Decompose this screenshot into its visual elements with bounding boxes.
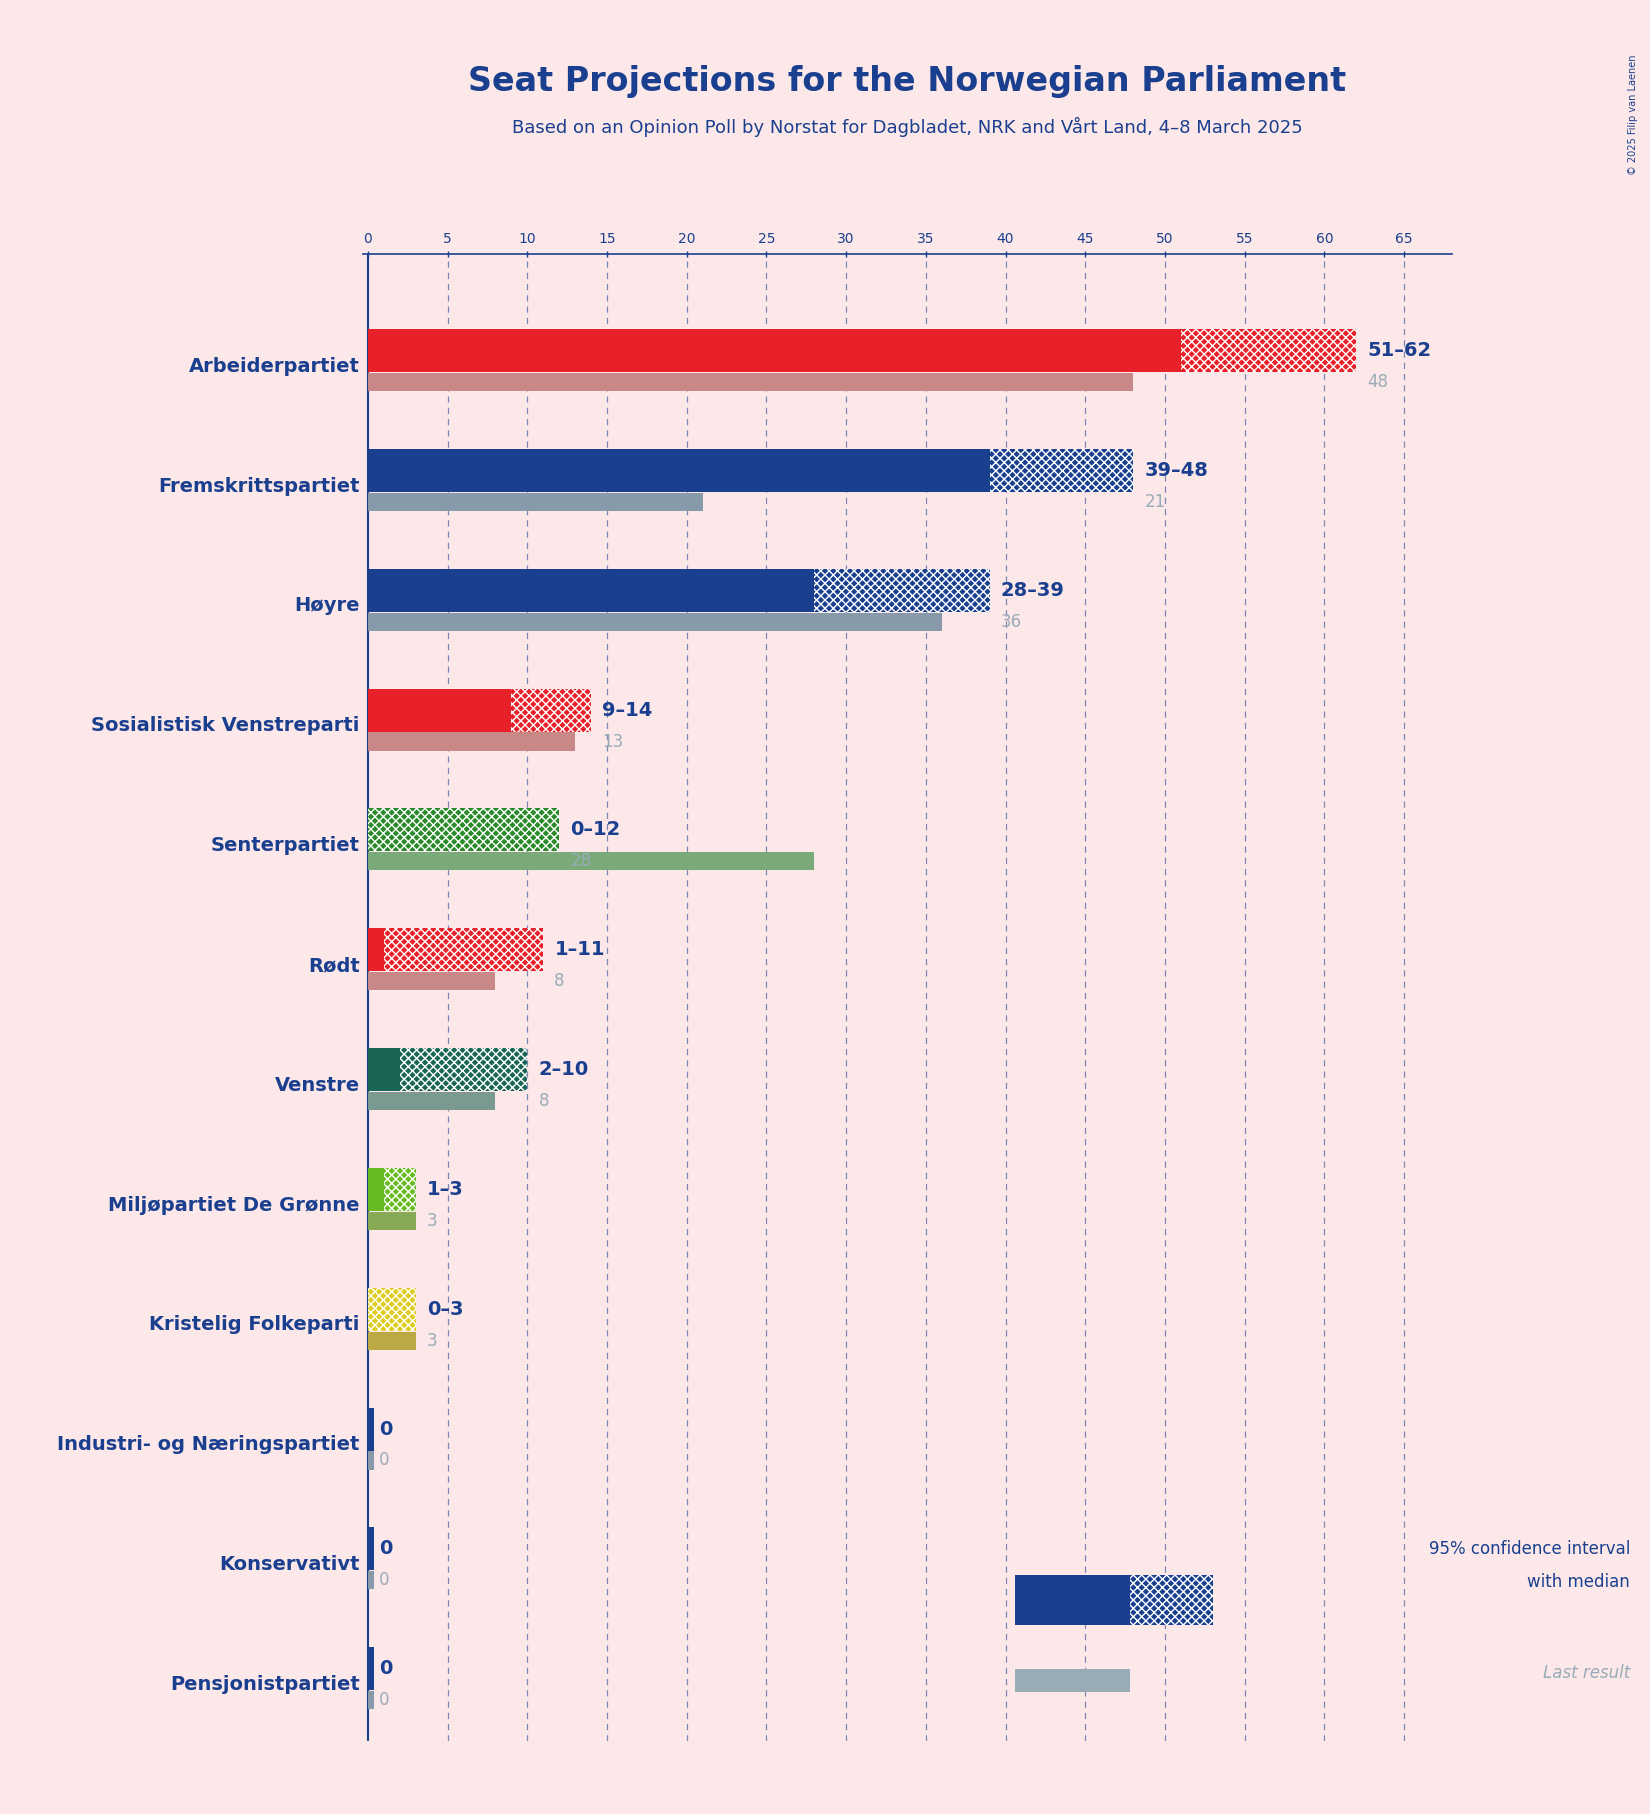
Bar [368, 929, 384, 970]
Bar [368, 1527, 375, 1571]
Text: 0: 0 [380, 1660, 393, 1678]
Bar [368, 374, 1134, 392]
Bar [384, 1168, 416, 1212]
Bar [512, 689, 591, 731]
Bar [368, 450, 990, 492]
Text: 0–3: 0–3 [427, 1301, 464, 1319]
Bar [1181, 328, 1356, 372]
Text: Seat Projections for the Norwegian Parliament: Seat Projections for the Norwegian Parli… [469, 65, 1346, 98]
Bar [368, 1168, 384, 1212]
Text: 0: 0 [380, 1691, 389, 1709]
Bar [368, 809, 559, 851]
Bar [368, 733, 576, 751]
Text: 95% confidence interval: 95% confidence interval [1429, 1540, 1630, 1558]
Bar [368, 570, 813, 611]
Text: 39–48: 39–48 [1143, 461, 1208, 481]
Text: Sosialistisk Venstreparti: Sosialistisk Venstreparti [91, 717, 360, 735]
Text: with median: with median [1528, 1573, 1630, 1591]
Text: 3: 3 [427, 1212, 437, 1230]
Text: 1–3: 1–3 [427, 1179, 464, 1199]
Bar [368, 972, 495, 990]
Bar [368, 1048, 399, 1090]
Text: 13: 13 [602, 733, 624, 751]
Bar [368, 1092, 495, 1110]
Text: Arbeiderpartiet: Arbeiderpartiet [190, 357, 360, 375]
Text: 3: 3 [427, 1331, 437, 1350]
Bar [990, 450, 1134, 492]
Text: 0: 0 [380, 1451, 389, 1469]
Bar [368, 1408, 375, 1451]
Text: 1–11: 1–11 [554, 940, 606, 960]
Text: 36: 36 [1002, 613, 1021, 631]
Text: Rødt: Rødt [309, 956, 360, 974]
Text: Based on an Opinion Poll by Norstat for Dagbladet, NRK and Vårt Land, 4–8 March : Based on an Opinion Poll by Norstat for … [512, 116, 1304, 138]
Text: 0–12: 0–12 [571, 820, 620, 840]
Bar [368, 1451, 375, 1469]
Text: Fremskrittspartiet: Fremskrittspartiet [158, 477, 360, 495]
Text: 28: 28 [571, 853, 591, 871]
Bar [368, 328, 1181, 372]
Bar [368, 689, 512, 731]
Text: 48: 48 [1368, 374, 1389, 392]
Text: 51–62: 51–62 [1368, 341, 1432, 361]
Bar [368, 1571, 375, 1589]
Bar [368, 1691, 375, 1709]
Text: Høyre: Høyre [294, 597, 360, 615]
Text: © 2025 Filip van Laenen: © 2025 Filip van Laenen [1629, 54, 1638, 174]
Text: 8: 8 [538, 1092, 549, 1110]
Bar [368, 1647, 375, 1691]
Bar [368, 853, 813, 871]
Text: Industri- og Næringspartiet: Industri- og Næringspartiet [58, 1435, 360, 1455]
Bar [813, 570, 990, 611]
Text: Konservativt: Konservativt [219, 1555, 360, 1575]
Text: 28–39: 28–39 [1002, 580, 1064, 600]
Bar [368, 493, 703, 512]
Bar [368, 1331, 416, 1350]
Bar [384, 929, 543, 970]
Text: 0: 0 [380, 1540, 393, 1558]
Text: 9–14: 9–14 [602, 700, 652, 720]
Text: 8: 8 [554, 972, 564, 990]
Text: 0: 0 [380, 1571, 389, 1589]
Bar [368, 1288, 416, 1331]
Bar [368, 613, 942, 631]
Text: Kristelig Folkeparti: Kristelig Folkeparti [150, 1315, 360, 1335]
Text: Miljøpartiet De Grønne: Miljøpartiet De Grønne [109, 1195, 360, 1215]
Bar [368, 1212, 416, 1230]
Text: Last result: Last result [1543, 1663, 1630, 1682]
Text: Senterpartiet: Senterpartiet [211, 836, 360, 854]
Text: Pensjonistpartiet: Pensjonistpartiet [170, 1674, 360, 1694]
Text: Venstre: Venstre [274, 1076, 360, 1096]
Text: 0: 0 [380, 1420, 393, 1439]
Bar [399, 1048, 528, 1090]
Text: 2–10: 2–10 [538, 1059, 589, 1079]
Text: 21: 21 [1143, 493, 1165, 512]
